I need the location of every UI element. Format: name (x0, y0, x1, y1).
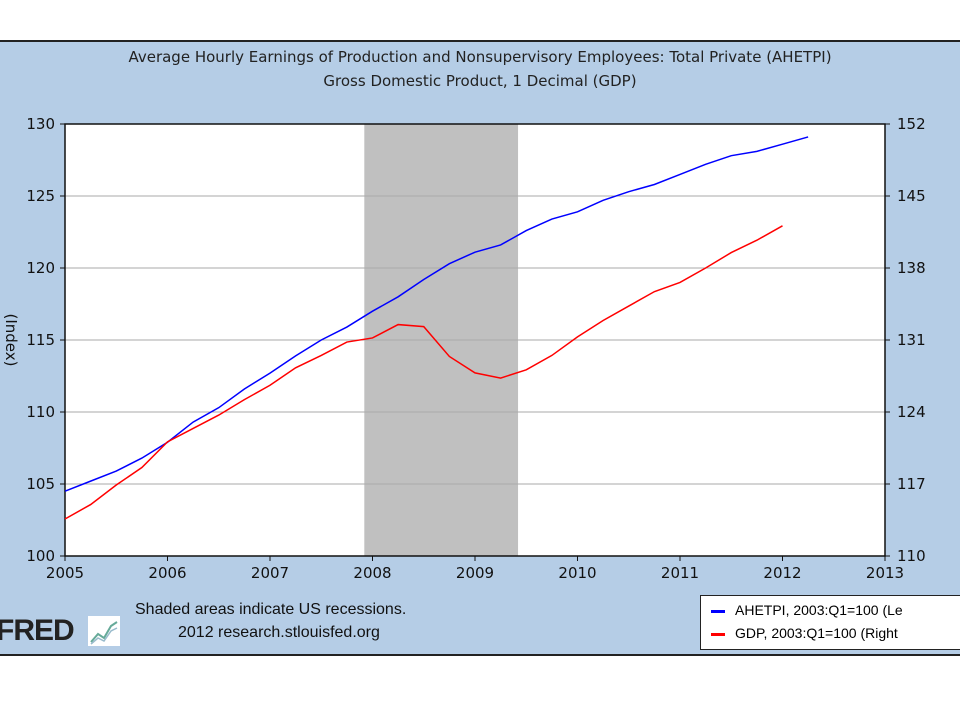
legend-swatch (711, 609, 725, 613)
y-tick-label-right: 145 (897, 187, 926, 205)
y-tick-label-right: 131 (897, 331, 926, 349)
y-tick-label-right: 152 (897, 115, 926, 133)
y-tick-label-left: 130 (26, 115, 55, 133)
recession-note: Shaded areas indicate US recessions. (135, 601, 407, 618)
legend-label: GDP, 2003:Q1=100 (Right (735, 625, 898, 641)
source-text: 2012 research.stlouisfed.org (178, 624, 380, 641)
y-tick-label-left: 115 (26, 331, 55, 349)
y-tick-label-right: 117 (897, 475, 926, 493)
x-tick-label: 2012 (763, 564, 801, 582)
x-tick-label: 2006 (148, 564, 186, 582)
x-tick-label: 2013 (866, 564, 904, 582)
y-tick-label-right: 138 (897, 259, 926, 277)
chart-title-2: Gross Domestic Product, 1 Decimal (GDP) (323, 72, 637, 90)
x-tick-label: 2007 (251, 564, 289, 582)
legend-swatch (711, 632, 725, 636)
y-tick-label-left: 105 (26, 475, 55, 493)
x-tick-label: 2008 (353, 564, 391, 582)
legend-item-ahetpi: AHETPI, 2003:Q1=100 (Le (711, 602, 903, 618)
x-tick-label: 2005 (46, 564, 84, 582)
y-axis-label: (Index) (2, 314, 20, 367)
plot-border (64, 123, 886, 557)
chart-logo-icon (88, 616, 120, 646)
legend: AHETPI, 2003:Q1=100 (Le GDP, 2003:Q1=100… (700, 595, 960, 650)
y-tick-label-left: 110 (26, 403, 55, 421)
x-tick-label: 2011 (661, 564, 699, 582)
series-line-left (64, 136, 809, 492)
x-tick-label: 2009 (456, 564, 494, 582)
y-tick-label-right: 110 (897, 547, 926, 565)
y-tick-label-right: 124 (897, 403, 926, 421)
legend-item-gdp: GDP, 2003:Q1=100 (Right (711, 625, 898, 641)
chart-title-1: Average Hourly Earnings of Production an… (128, 48, 832, 66)
x-tick-label: 2010 (558, 564, 596, 582)
fred-logo: FRED (0, 614, 75, 647)
y-tick-label-left: 100 (26, 547, 55, 565)
series-line-right (64, 225, 783, 520)
y-tick-label-left: 120 (26, 259, 55, 277)
y-tick-label-left: 125 (26, 187, 55, 205)
legend-label: AHETPI, 2003:Q1=100 (Le (735, 602, 903, 618)
